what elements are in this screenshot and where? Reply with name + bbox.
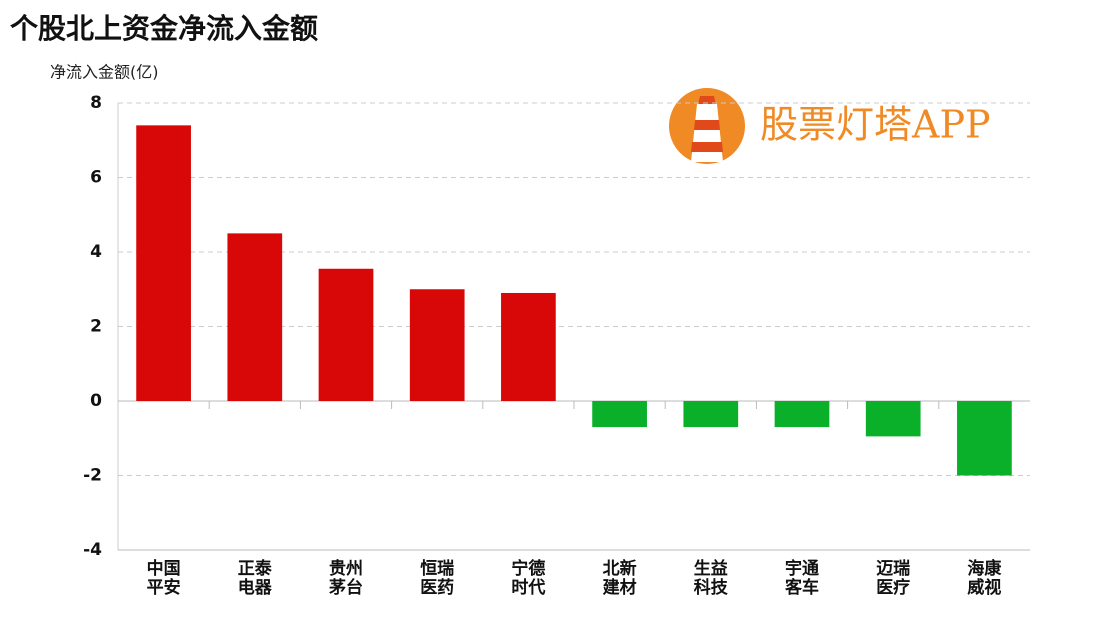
watermark-icon xyxy=(669,88,745,164)
x-tick-label: 中国 平安 xyxy=(146,559,181,598)
bar xyxy=(227,233,283,401)
y-axis-label: 净流入金额(亿) xyxy=(50,63,159,82)
bar xyxy=(683,401,739,428)
x-tick-label: 宁德 时代 xyxy=(511,559,546,598)
x-tick-label: 北新 建材 xyxy=(602,559,637,598)
y-tick-label: -4 xyxy=(83,540,102,560)
bar xyxy=(136,125,191,401)
bar xyxy=(501,292,556,401)
x-tick-label: 宇通 客车 xyxy=(785,559,819,598)
x-tick-label: 海康 威视 xyxy=(967,559,1002,598)
y-tick-label: 0 xyxy=(90,391,102,411)
x-tick-label: 正泰 电器 xyxy=(237,559,272,598)
bar xyxy=(318,268,374,401)
watermark: 股票灯塔APP xyxy=(760,103,991,147)
y-tick-label: 8 xyxy=(90,93,102,113)
y-tick-label: 4 xyxy=(90,242,102,262)
bar xyxy=(774,401,830,428)
x-tick-label: 恒瑞 医药 xyxy=(420,559,455,598)
y-tick-label: 6 xyxy=(90,168,102,188)
chart-title: 个股北上资金净流入金额 xyxy=(10,12,318,45)
bar xyxy=(592,401,647,428)
x-tick-label: 贵州 茅台 xyxy=(329,559,363,598)
x-tick-label: 生益 科技 xyxy=(693,559,728,598)
y-tick-label: -2 xyxy=(83,466,102,486)
bar xyxy=(865,401,921,437)
bar xyxy=(409,289,465,401)
x-tick-label: 迈瑞 医疗 xyxy=(876,559,911,598)
y-tick-label: 2 xyxy=(90,317,102,337)
bar xyxy=(957,401,1012,476)
